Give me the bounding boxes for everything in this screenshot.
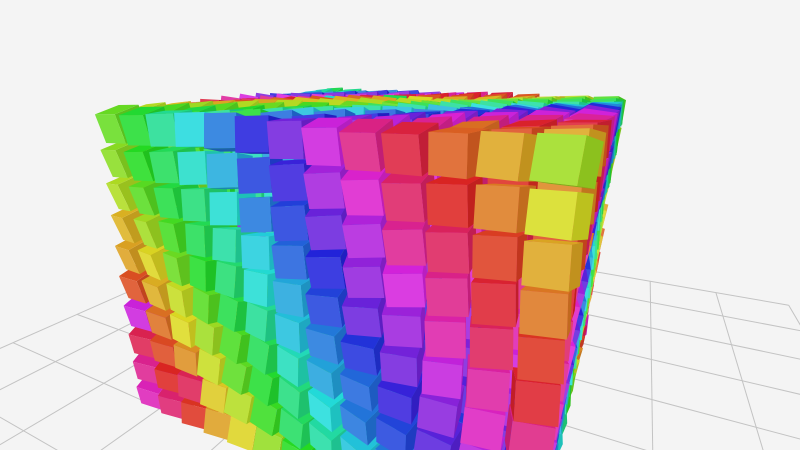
cube-field <box>94 87 626 450</box>
